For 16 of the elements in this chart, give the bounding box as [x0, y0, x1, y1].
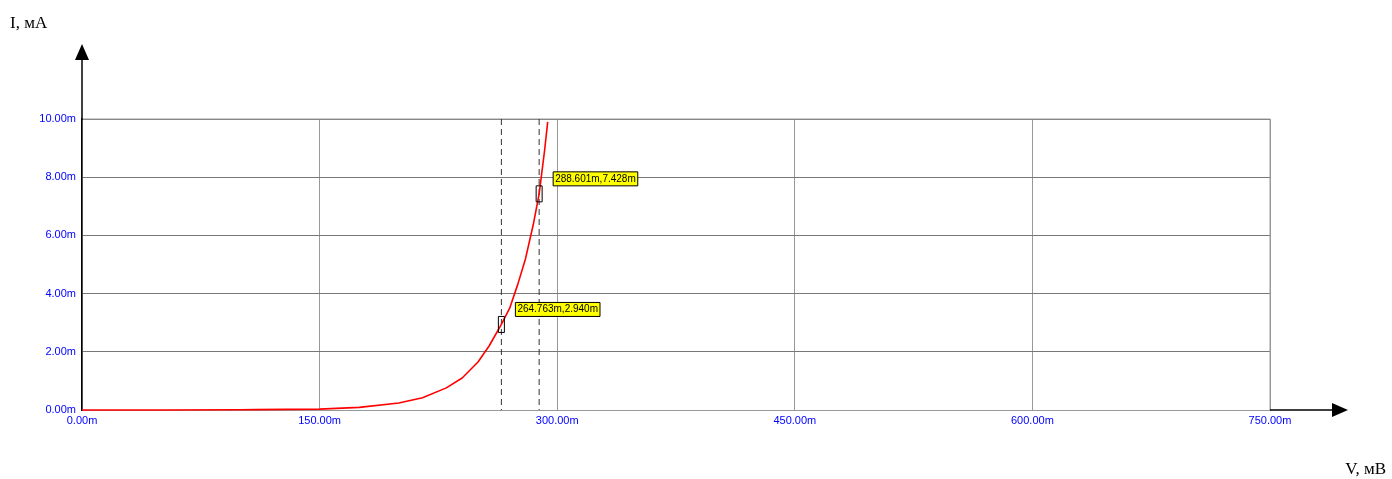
x-tick-label: 300.00m [535, 413, 579, 426]
annotation: 264.763m,2.940m [517, 303, 599, 315]
x-tick-label: 450.00m [773, 413, 817, 426]
x-axis-title: V, мВ [1345, 459, 1386, 478]
y-tick-label: 4.00m [45, 286, 76, 299]
y-tick-label: 10.00m [39, 112, 76, 125]
y-tick-label: 6.00m [45, 228, 76, 241]
y-tick-label: 8.00m [45, 170, 76, 183]
y-tick-label: 2.00m [45, 344, 76, 357]
y-tick-label: 0.00m [45, 403, 76, 416]
x-tick-label: 0.00m [66, 413, 98, 426]
x-tick-label: 750.00m [1248, 413, 1292, 426]
x-tick-label: 600.00m [1010, 413, 1054, 426]
x-tick-label: 150.00m [298, 413, 342, 426]
annotation: 288.601m,7.428m [555, 172, 636, 184]
y-axis-title: I, мА [10, 13, 48, 32]
